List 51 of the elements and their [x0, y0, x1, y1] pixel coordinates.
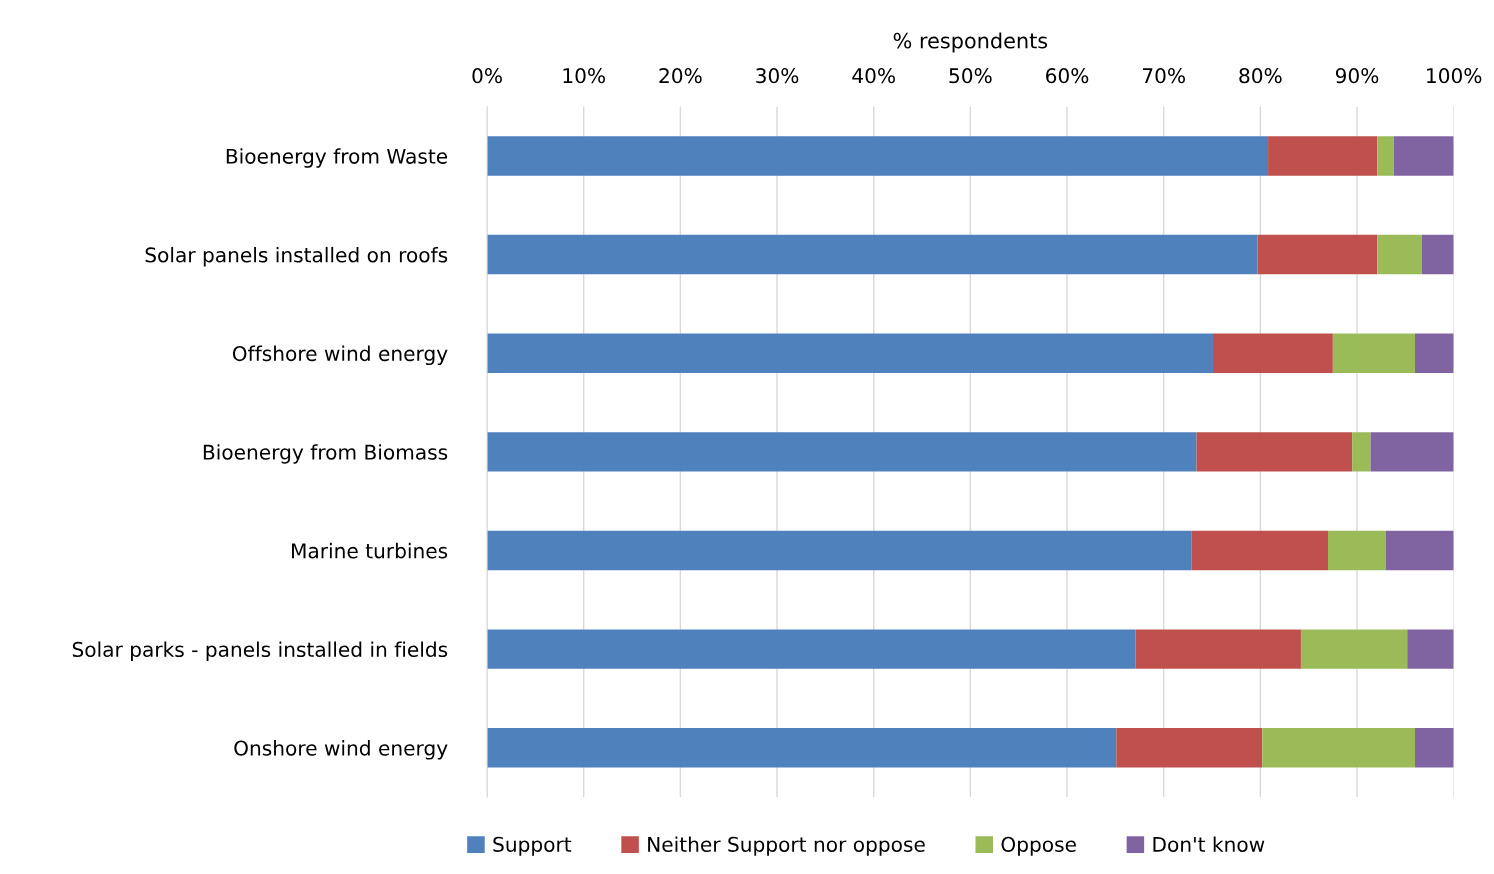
legend-label: Don't know — [1153, 836, 1265, 852]
bar — [1393, 136, 1454, 176]
bar — [487, 136, 1269, 176]
bar — [1212, 333, 1333, 373]
bar — [1116, 728, 1263, 768]
bar — [487, 530, 1192, 571]
y-tick-label: Bioenergy from Waste — [226, 148, 448, 168]
x-tick-label: 80% — [1239, 68, 1282, 84]
y-tick-label: Solar panels installed on roofs — [145, 246, 448, 267]
bar — [1415, 333, 1454, 373]
x-tick-label: 100% — [1427, 68, 1482, 84]
bar — [1262, 728, 1415, 768]
y-tick-label: Bioenergy from Biomass — [203, 444, 448, 464]
x-tick-label: 40% — [852, 68, 895, 84]
bar — [1135, 629, 1301, 669]
y-tick-label: Solar parks - panels installed in fields — [72, 641, 448, 661]
legend-label: Neither Support nor oppose — [648, 836, 925, 856]
x-tick-label: 90% — [1335, 68, 1379, 84]
x-tick-label: 10% — [563, 68, 605, 84]
bar — [1196, 432, 1353, 472]
bar — [1377, 234, 1422, 275]
y-tick-label: Onshore wind energy — [234, 740, 448, 760]
legend-label: Support — [493, 836, 572, 856]
bar — [1257, 234, 1378, 275]
bar — [1332, 333, 1415, 373]
bar — [1386, 530, 1454, 571]
bar — [1268, 136, 1378, 176]
bar — [1191, 530, 1328, 571]
x-tick-label: 20% — [659, 68, 702, 84]
bar — [1415, 728, 1454, 768]
bar — [1407, 629, 1454, 669]
y-tick-label: Offshore wind energy — [232, 345, 448, 366]
bar — [1300, 629, 1408, 669]
legend-label: Oppose — [1001, 836, 1076, 856]
y-tick-label: Marine turbines — [292, 542, 448, 559]
bar — [1377, 136, 1394, 176]
x-tick-label: 30% — [756, 68, 799, 84]
bar — [487, 728, 1117, 768]
bar — [487, 333, 1213, 373]
x-axis-title: % respondents — [893, 32, 1048, 53]
x-tick-label: 0% — [472, 68, 502, 84]
x-tick-label: 70% — [1142, 68, 1185, 84]
x-tick-label: 60% — [1046, 68, 1089, 84]
bar — [487, 629, 1136, 669]
bar — [1421, 234, 1454, 275]
bar — [487, 432, 1197, 472]
bar — [1328, 530, 1386, 571]
bar — [1352, 432, 1371, 472]
bar — [487, 234, 1258, 275]
bar — [1370, 432, 1454, 472]
x-tick-label: 50% — [949, 68, 992, 84]
